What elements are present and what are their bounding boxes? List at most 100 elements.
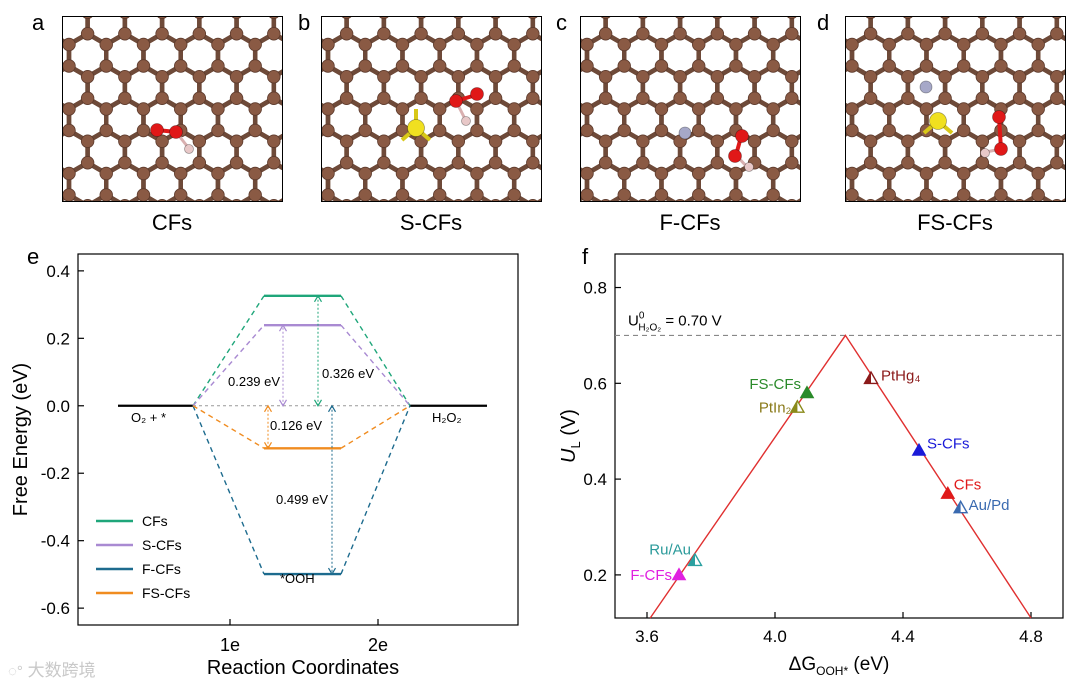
carbon-atom [470,166,484,181]
adsorbates [400,87,484,142]
carbon-atom [416,199,426,201]
carbon-atom [729,166,743,181]
carbon-atom [174,37,188,52]
carbon-atom [433,37,447,52]
point-half-PtIn₂ [790,400,798,413]
carbon-atom [766,59,780,73]
carbon-atom [82,199,93,201]
carbon-atom [581,123,594,138]
structure-panel-c [580,16,801,202]
carbon-atom [507,123,521,138]
carbon-atom [882,166,896,181]
point-label-FS-CFs: FS-CFs [749,376,801,393]
hydrogen-atom [184,144,194,154]
y-tick-label: -0.4 [41,532,70,551]
panel-letter-f: f [582,244,589,269]
carbon-atom [675,199,685,201]
carbon-atom [470,188,484,201]
carbon-atom [977,199,988,201]
carbon-atom [846,37,859,52]
carbon-atom [692,59,706,73]
carbon-atom [99,166,113,181]
carbon-atom [322,102,335,116]
carbon-atom [453,199,464,201]
carbon-atom [379,17,389,19]
y-tick-label: 0.0 [46,397,70,416]
connector-right-F-CFs [340,405,411,575]
carbon-atom [433,188,447,201]
carbon-atom [598,70,613,84]
carbon-atom [157,199,167,201]
watermark: ◌° 大数跨境 [8,661,96,680]
annotation-f-cfs: 0.499 eV [276,492,328,507]
carbon-atom [598,134,613,148]
carbon-atom [636,134,650,148]
carbon-atom [322,37,335,52]
carbon-atom [248,59,262,73]
carbon-atom [636,27,650,41]
carbon-atom [1012,91,1027,105]
carbon-atom [749,199,760,201]
carbon-atom [118,70,132,84]
intermediate-state-label: *OOH [280,571,315,586]
carbon-atom [785,70,799,84]
carbon-atom [901,134,915,148]
carbon-atom [994,166,1008,181]
carbon-atom [712,199,723,201]
carbon-atom [248,37,262,52]
x-tick-label: 2e [368,635,388,655]
carbon-atom [938,70,952,84]
carbon-atom [1050,156,1064,170]
carbon-atom [136,188,151,201]
carbon-atom [99,102,113,116]
carbon-atom [248,166,262,181]
connector-right-CFs [340,295,411,407]
y-axis-title: UL (V) [558,409,583,463]
x-axis-title: ΔGOOH* (eV) [789,654,890,678]
carbon-atom [358,102,372,116]
carbon-atom [358,188,372,201]
fluorine-atom [678,126,692,140]
carbon-atom [248,102,262,116]
point-F-CFs [671,567,687,581]
carbon-atom [749,17,760,19]
carbon-atom [1031,59,1045,73]
carbon-atom [99,59,113,73]
carbon-atom [488,91,503,105]
y-tick-label: 0.6 [583,374,607,393]
y-tick-label: 0.2 [46,329,70,348]
x-tick-label: 4.4 [891,627,915,646]
y-tick-label: 0.8 [583,279,607,298]
carbon-atom [414,70,428,84]
carbon-atom [766,102,780,116]
carbon-atom [747,91,762,105]
carbon-atom [358,37,372,52]
carbon-atom [673,91,687,105]
carbon-atom [267,70,281,84]
adsorbates [919,80,1008,158]
hydrogen-atom [744,162,754,172]
carbon-atom [120,199,130,201]
structure-caption-c: F-CFs [659,210,721,235]
carbon-atom [787,17,797,19]
carbon-atom [322,188,335,201]
point-label-S-CFs: S-CFs [927,435,970,452]
carbon-atom [710,70,725,84]
carbon-atom [787,199,797,201]
structure-panel-b [321,16,542,202]
carbon-atom [451,27,466,41]
x-tick-label: 3.6 [635,627,659,646]
carbon-atom [120,17,130,19]
point-half-Au/Pd [954,501,961,513]
carbon-atom [339,156,354,170]
carbon-atom [598,27,613,41]
carbon-atom [377,91,391,105]
carbon-atom [957,102,971,116]
carbon-atom [395,37,410,52]
x-tick-label: 4.8 [1019,627,1043,646]
carbon-atom [526,91,540,105]
oxygen-atom [150,123,164,137]
carbon-atom [358,166,372,181]
carbon-atom [136,37,151,52]
carbon-atom [99,188,113,201]
